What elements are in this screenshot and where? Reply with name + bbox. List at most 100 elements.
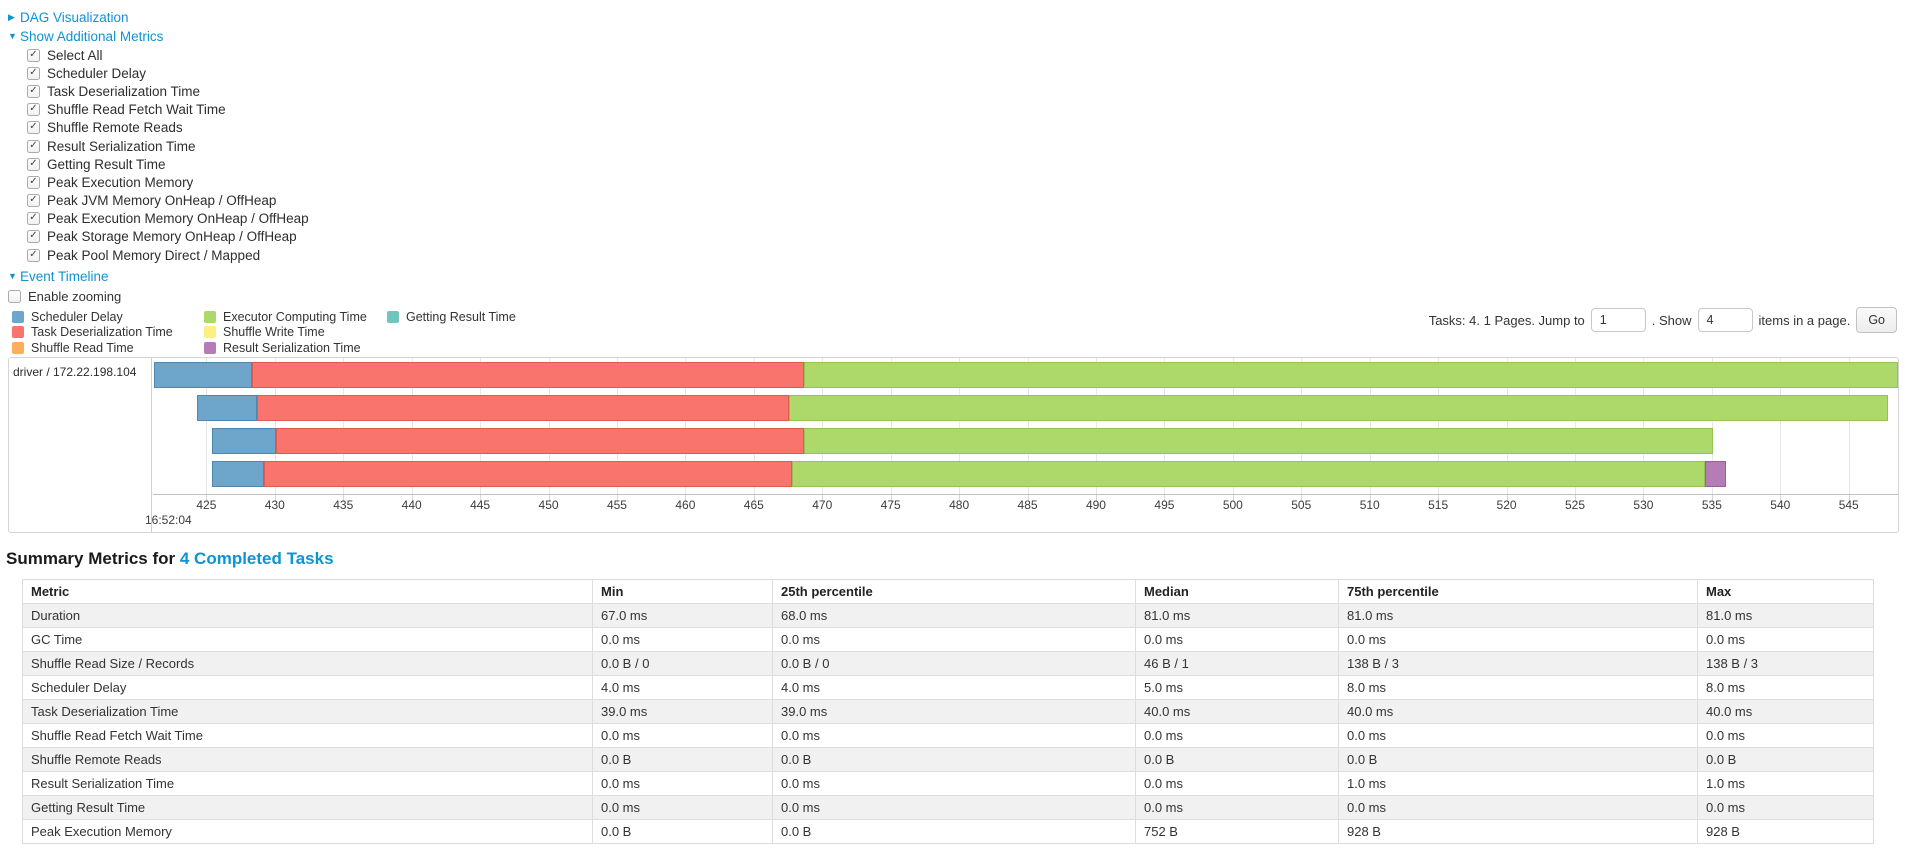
metric-checkbox-row: Result Serialization Time bbox=[27, 137, 1907, 155]
dag-visualization-link[interactable]: DAG Visualization bbox=[20, 9, 129, 25]
event-timeline-toggle[interactable]: ▼ Event Timeline bbox=[8, 267, 1907, 285]
legend-swatch-icon bbox=[204, 341, 216, 354]
table-cell: 0.0 B bbox=[592, 819, 773, 845]
time-axis: 16:52:04 425 430 435 440 445 450 455 460 465 470 4… bbox=[145, 494, 1898, 532]
table-cell: 40.0 ms bbox=[1338, 699, 1698, 725]
axis-gridline bbox=[1643, 358, 1645, 495]
axis-gridline bbox=[685, 358, 687, 495]
table-cell: 0.0 ms bbox=[592, 723, 773, 749]
table-cell: 0.0 ms bbox=[1697, 795, 1874, 821]
axis-tick-label: 490 bbox=[1085, 498, 1106, 513]
task-bar-segment-task_deserialization[interactable] bbox=[276, 428, 805, 455]
table-cell: Shuffle Read Size / Records bbox=[22, 651, 593, 677]
task-bar-segment-task_deserialization[interactable] bbox=[251, 362, 805, 389]
metric-checkbox[interactable] bbox=[27, 48, 40, 62]
axis-tick-label: 425 bbox=[196, 498, 217, 513]
show-additional-metrics-link[interactable]: Show Additional Metrics bbox=[20, 28, 164, 44]
axis-gridline bbox=[1780, 358, 1782, 495]
metric-checkbox[interactable] bbox=[27, 66, 40, 80]
table-cell: 0.0 B bbox=[1697, 747, 1874, 773]
axis-gridline bbox=[822, 358, 824, 495]
table-cell: 67.0 ms bbox=[592, 603, 773, 629]
task-bar-segment-executor_computing[interactable] bbox=[804, 362, 1898, 389]
table-cell: 0.0 ms bbox=[772, 795, 1136, 821]
table-cell: 81.0 ms bbox=[1135, 603, 1339, 629]
legend-swatch-icon bbox=[12, 341, 24, 354]
axis-tick-mark bbox=[822, 495, 824, 503]
table-row: Shuffle Read Size / Records 0.0 B / 0 0.0 … bbox=[22, 651, 1874, 677]
axis-tick-label: 525 bbox=[1564, 498, 1586, 513]
items-per-page-input[interactable] bbox=[1697, 308, 1753, 333]
metric-checkbox[interactable] bbox=[27, 175, 40, 189]
table-cell: Getting Result Time bbox=[22, 795, 593, 821]
task-bar-segment-scheduler_delay[interactable] bbox=[211, 428, 277, 455]
axis-gridline bbox=[274, 358, 276, 495]
metric-checkbox[interactable] bbox=[27, 84, 40, 98]
timeline-plot: 16:52:04 425 430 435 440 445 450 455 460 465 470 4… bbox=[145, 358, 1898, 532]
table-cell: 0.0 ms bbox=[1135, 723, 1339, 749]
metric-checkbox[interactable] bbox=[27, 157, 40, 171]
axis-tick-label: 455 bbox=[606, 498, 627, 513]
axis-tick-mark bbox=[1438, 495, 1440, 503]
go-button[interactable]: Go bbox=[1856, 307, 1897, 334]
axis-tick-mark bbox=[1232, 495, 1234, 503]
summary-heading-prefix: Summary Metrics for bbox=[6, 549, 176, 569]
task-bar-segment-scheduler_delay[interactable] bbox=[154, 362, 252, 389]
metric-checkbox-label: Select All bbox=[47, 47, 103, 63]
axis-tick-mark bbox=[1095, 495, 1097, 503]
dag-visualization-toggle[interactable]: ▶ DAG Visualization bbox=[8, 8, 1907, 26]
completed-tasks-link[interactable]: 4 Completed Tasks bbox=[179, 549, 334, 569]
legend-label: Executor Computing Time bbox=[223, 309, 367, 324]
table-cell: 138 B / 3 bbox=[1338, 651, 1698, 677]
axis-tick-mark bbox=[1575, 495, 1576, 503]
legend-item: Shuffle Read Time bbox=[12, 341, 204, 355]
axis-tick-mark bbox=[1643, 495, 1645, 503]
metric-checkbox-label: Peak JVM Memory OnHeap / OffHeap bbox=[47, 193, 277, 209]
metric-checkbox[interactable] bbox=[27, 194, 40, 208]
metric-checkbox[interactable] bbox=[27, 139, 40, 153]
legend-label: Getting Result Time bbox=[406, 309, 516, 324]
additional-metrics-checkbox-list: Select All Scheduler Delay Task Deserializ… bbox=[8, 46, 1907, 264]
metric-checkbox-row: Shuffle Remote Reads bbox=[27, 119, 1907, 137]
task-bar-segment-scheduler_delay[interactable] bbox=[196, 395, 257, 422]
metric-checkbox[interactable] bbox=[27, 121, 40, 135]
metric-checkbox[interactable] bbox=[27, 248, 40, 262]
event-timeline-chart: driver / 172.22.198.104 16:52:04 425 430 4… bbox=[8, 357, 1899, 534]
axis-tick-label: 430 bbox=[264, 498, 285, 513]
axis-gridline bbox=[616, 358, 618, 495]
metric-checkbox[interactable] bbox=[27, 212, 40, 226]
axis-gridline bbox=[890, 358, 892, 495]
table-row: Getting Result Time 0.0 ms 0.0 ms 0.0 ms 0.0… bbox=[22, 795, 1874, 821]
axis-tick-mark bbox=[685, 495, 687, 503]
task-bar-segment-scheduler_delay[interactable] bbox=[211, 461, 264, 488]
timeline-rows-area bbox=[153, 358, 1898, 495]
metric-checkbox-row: Select All bbox=[27, 46, 1907, 64]
axis-tick-mark bbox=[548, 495, 550, 503]
task-bar-segment-executor_computing[interactable] bbox=[792, 461, 1705, 488]
table-cell: 40.0 ms bbox=[1697, 699, 1874, 725]
legend-item: Scheduler Delay bbox=[12, 310, 204, 324]
metric-checkbox[interactable] bbox=[27, 230, 40, 244]
axis-tick-label: 510 bbox=[1359, 498, 1380, 513]
jump-to-page-input[interactable] bbox=[1590, 308, 1646, 333]
event-timeline-link[interactable]: Event Timeline bbox=[20, 268, 109, 284]
task-bar-segment-executor_computing[interactable] bbox=[789, 395, 1889, 422]
legend-column: Scheduler Delay Task Deserialization Time… bbox=[12, 310, 204, 355]
pagination-mid-text: . Show bbox=[1651, 312, 1692, 328]
axis-tick-label: 515 bbox=[1428, 498, 1449, 513]
show-additional-metrics-toggle[interactable]: ▼ Show Additional Metrics bbox=[8, 27, 1907, 45]
enable-zooming-checkbox[interactable] bbox=[8, 289, 21, 303]
summary-metrics-table: Metric Min 25th percentile Median 75th perce… bbox=[22, 579, 1874, 845]
legend-item: Executor Computing Time bbox=[204, 309, 387, 324]
axis-tick-label: 460 bbox=[675, 498, 696, 513]
task-bar-segment-task_deserialization[interactable] bbox=[257, 395, 790, 422]
task-bar-segment-task_deserialization[interactable] bbox=[263, 461, 793, 488]
legend-swatch-icon bbox=[12, 310, 24, 323]
task-bar-segment-result_serialization[interactable] bbox=[1705, 461, 1726, 488]
legend-column: Getting Result Time bbox=[387, 310, 516, 354]
table-cell: 4.0 ms bbox=[772, 675, 1136, 701]
metric-checkbox[interactable] bbox=[27, 103, 40, 117]
metric-checkbox-row: Peak Execution Memory OnHeap / OffHeap bbox=[27, 210, 1907, 228]
table-cell: 0.0 B / 0 bbox=[592, 651, 773, 677]
task-bar-segment-executor_computing[interactable] bbox=[804, 428, 1714, 455]
